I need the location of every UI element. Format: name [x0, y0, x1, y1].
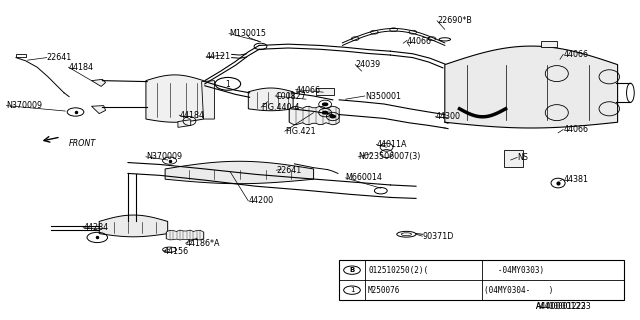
Polygon shape: [202, 81, 214, 119]
Text: B: B: [349, 267, 355, 273]
Text: FRONT: FRONT: [69, 139, 97, 148]
Text: M250076: M250076: [368, 286, 401, 295]
Polygon shape: [92, 106, 106, 114]
Text: (04MY0304-    ): (04MY0304- ): [484, 286, 554, 295]
Polygon shape: [445, 46, 618, 128]
Polygon shape: [248, 88, 293, 111]
Text: 90371D: 90371D: [422, 232, 454, 241]
Text: N023506007(3): N023506007(3): [358, 152, 420, 161]
Text: 44066: 44066: [563, 125, 588, 134]
Text: 22641: 22641: [47, 53, 72, 62]
Text: 44156: 44156: [163, 247, 188, 256]
Text: N350001: N350001: [365, 92, 401, 100]
Polygon shape: [99, 215, 168, 237]
Text: N370009: N370009: [6, 101, 42, 110]
Polygon shape: [92, 79, 106, 86]
Text: 012510250(2)(: 012510250(2)(: [368, 266, 428, 275]
FancyBboxPatch shape: [504, 150, 523, 167]
Text: FIG.440-4: FIG.440-4: [261, 103, 300, 112]
Text: 44066: 44066: [296, 86, 321, 95]
Text: 44184: 44184: [68, 63, 93, 72]
Text: -04MY0303): -04MY0303): [484, 266, 544, 275]
Text: 24039: 24039: [355, 60, 380, 69]
Text: 44066: 44066: [407, 37, 432, 46]
Text: 44284: 44284: [83, 223, 108, 232]
Circle shape: [330, 115, 335, 118]
FancyBboxPatch shape: [541, 41, 557, 47]
Polygon shape: [165, 161, 314, 184]
Polygon shape: [166, 230, 204, 240]
Text: C00827: C00827: [275, 92, 306, 100]
Circle shape: [323, 111, 328, 114]
Circle shape: [323, 103, 328, 106]
Text: 44121: 44121: [206, 52, 231, 61]
Polygon shape: [146, 75, 204, 122]
Text: N370009: N370009: [146, 152, 182, 161]
Text: 44300: 44300: [435, 112, 460, 121]
FancyBboxPatch shape: [316, 88, 334, 95]
Text: M660014: M660014: [346, 173, 383, 182]
Text: NS: NS: [517, 153, 528, 162]
Text: 44066: 44066: [563, 50, 588, 59]
Text: 1: 1: [349, 287, 355, 293]
Text: 22690*B: 22690*B: [437, 16, 472, 25]
Bar: [339, 260, 624, 300]
Text: A4400001223: A4400001223: [536, 302, 592, 311]
Text: 44184: 44184: [179, 111, 204, 120]
Text: FIG.421: FIG.421: [285, 127, 316, 136]
Polygon shape: [289, 106, 339, 125]
FancyBboxPatch shape: [16, 54, 26, 57]
Text: 22641: 22641: [276, 166, 301, 175]
Text: 44200: 44200: [248, 196, 273, 205]
Text: 44381: 44381: [563, 175, 588, 184]
Text: 44011A: 44011A: [376, 140, 407, 149]
Text: M130015: M130015: [229, 29, 266, 38]
Text: A4400001223: A4400001223: [536, 302, 587, 311]
Text: 1: 1: [225, 80, 230, 89]
Text: 44186*A: 44186*A: [186, 239, 220, 248]
Polygon shape: [178, 120, 191, 127]
